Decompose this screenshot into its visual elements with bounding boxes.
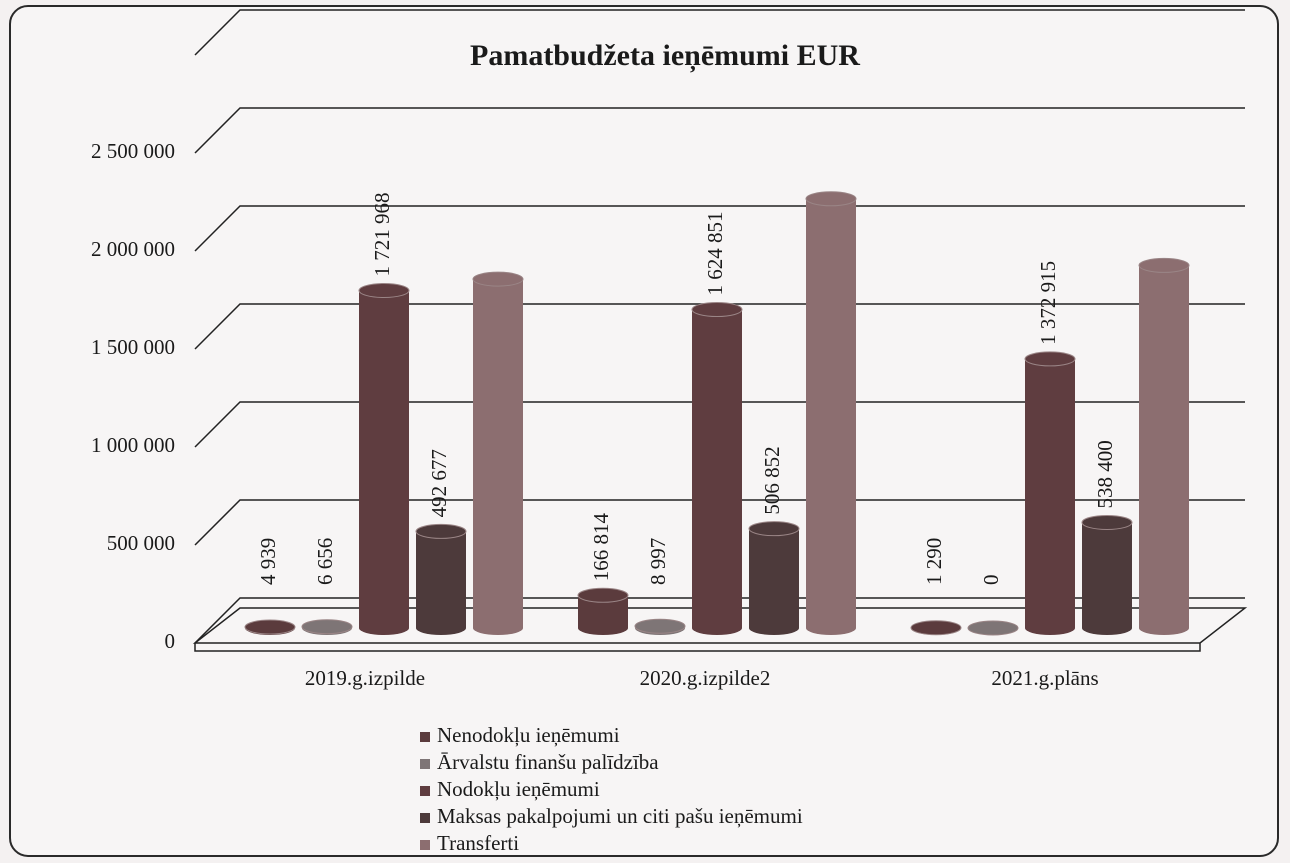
data-label: 0: [979, 575, 1003, 586]
y-tick-label: 2 500 000: [91, 139, 175, 163]
y-tick-label: 0: [165, 629, 176, 653]
bar: [577, 587, 629, 635]
bar: [748, 521, 800, 635]
legend-swatch: [420, 732, 430, 742]
x-tick-label: 2019.g.izpilde: [305, 666, 425, 690]
bar-top: [967, 620, 1019, 636]
bar: [805, 191, 857, 635]
bar-top: [358, 282, 410, 298]
grid-line: [194, 205, 1245, 252]
data-label: 1 721 968: [370, 192, 394, 276]
bar-top: [577, 587, 629, 603]
data-label: 6 656: [313, 538, 337, 585]
x-tick-label: 2020.g.izpilde2: [640, 666, 771, 690]
legend-swatch: [420, 786, 430, 796]
bar-top: [1024, 351, 1076, 367]
bar: [415, 523, 467, 635]
bar-top: [748, 521, 800, 537]
bar-top: [691, 302, 743, 318]
bar: [967, 620, 1019, 636]
bar-body: [749, 528, 799, 635]
plot-back: [194, 9, 1245, 56]
bar: [244, 619, 296, 635]
grid-line: [194, 303, 1245, 350]
legend-label: Ārvalstu finanšu palīdzība: [437, 750, 659, 774]
legend-label: Nodokļu ieņēmumi: [437, 777, 600, 801]
bar-top: [244, 619, 296, 635]
legend-swatch: [420, 759, 430, 769]
y-tick-label: 500 000: [107, 531, 175, 555]
grid-line: [194, 107, 1245, 154]
grid-line: [194, 597, 1245, 644]
data-label: 8 997: [646, 538, 670, 585]
bar-body: [1082, 522, 1132, 635]
bar-body: [578, 595, 628, 635]
bar: [691, 302, 743, 635]
chart-frame: [9, 5, 1279, 857]
data-label: 4 939: [256, 538, 280, 585]
y-tick-label: 2 000 000: [91, 237, 175, 261]
bar: [472, 271, 524, 635]
bar: [358, 282, 410, 635]
bar-top: [301, 619, 353, 635]
grid-line: [194, 401, 1245, 448]
legend-label: Transferti: [437, 831, 519, 855]
bar-top: [805, 191, 857, 207]
bar: [1081, 514, 1133, 635]
data-label: 166 814: [589, 513, 613, 582]
bar-top: [1138, 257, 1190, 273]
bar: [301, 619, 353, 635]
data-label: 1 290: [922, 538, 946, 585]
bar-body: [806, 198, 856, 635]
x-tick-label: 2021.g.plāns: [991, 666, 1098, 690]
grid-line: [194, 499, 1245, 546]
data-label: 1 624 851: [703, 212, 727, 296]
legend-label: Maksas pakalpojumi un citi pašu ieņēmumi: [437, 804, 803, 828]
data-label: 492 677: [427, 449, 451, 517]
bar-body: [1139, 265, 1189, 635]
legend-label: Nenodokļu ieņēmumi: [437, 723, 620, 747]
bar: [1024, 351, 1076, 635]
bar-top: [634, 618, 686, 634]
chart-title: Pamatbudžeta ieņēmumi EUR: [470, 39, 860, 73]
bar-body: [692, 309, 742, 635]
bar-body: [359, 290, 409, 635]
bar-body: [473, 279, 523, 635]
y-tick-label: 1 500 000: [91, 335, 175, 359]
bar-top: [472, 271, 524, 287]
bar: [1138, 257, 1190, 635]
data-label: 506 852: [760, 446, 784, 514]
y-tick-label: 1 000 000: [91, 433, 175, 457]
legend-swatch: [420, 813, 430, 823]
bar-top: [415, 523, 467, 539]
floor: [192, 607, 1248, 652]
bar-body: [416, 531, 466, 635]
bar: [910, 620, 962, 636]
bar-top: [1081, 514, 1133, 530]
bar-top: [910, 620, 962, 636]
data-label: 538 400: [1093, 440, 1117, 508]
data-label: 1 372 915: [1036, 261, 1060, 345]
legend-swatch: [420, 840, 430, 850]
bar-body: [1025, 358, 1075, 635]
bar: [634, 618, 686, 635]
